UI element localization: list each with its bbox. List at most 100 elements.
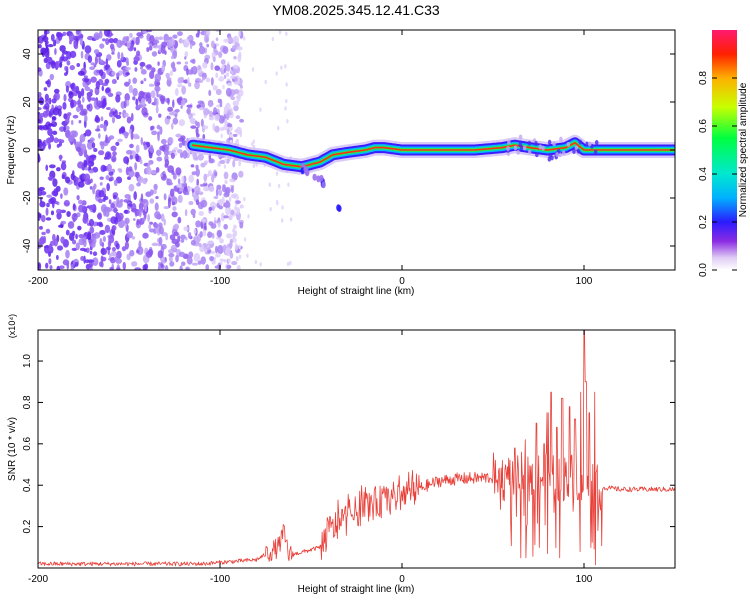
noise-blob [68, 33, 75, 42]
noise-blob [132, 77, 138, 84]
noise-blob [90, 242, 96, 248]
noise-blob [167, 199, 171, 208]
noise-blob [49, 164, 56, 169]
noise-blob [70, 120, 74, 126]
noise-blob [232, 89, 240, 95]
noise-blob [229, 75, 237, 79]
noise-blob [60, 236, 65, 244]
noise-blob [159, 126, 163, 135]
noise-blob [78, 204, 85, 213]
noise-blob [136, 249, 140, 254]
noise-blob [102, 236, 106, 243]
noise-blob [133, 56, 140, 62]
noise-blob [197, 79, 204, 84]
turbulence-blob [585, 141, 589, 147]
noise-blob [192, 152, 198, 161]
noise-blob [184, 209, 188, 217]
noise-blob [214, 30, 221, 33]
noise-blob [103, 156, 108, 160]
noise-blob [220, 70, 225, 75]
noise-blob [38, 153, 41, 163]
snr-series-line [38, 330, 675, 567]
noise-blob [104, 78, 110, 84]
noise-blob [76, 62, 81, 67]
noise-blob [115, 94, 121, 103]
turbulence-blob [516, 149, 520, 155]
noise-blob [124, 81, 130, 87]
noise-blob [178, 38, 183, 44]
noise-blob [73, 138, 77, 145]
noise-blob [143, 112, 149, 116]
noise-blob [208, 157, 214, 164]
noise-blob [200, 256, 206, 265]
noise-blob [280, 65, 283, 70]
noise-blob [177, 178, 181, 185]
noise-blob [287, 182, 290, 187]
noise-blob [49, 73, 55, 81]
noise-blob [166, 77, 172, 81]
noise-blob [173, 231, 179, 237]
noise-blob [65, 249, 70, 259]
noise-blob [224, 38, 228, 44]
branch-blob [321, 181, 326, 189]
noise-blob [174, 113, 178, 118]
noise-blob [233, 238, 237, 244]
noise-blob [55, 254, 59, 260]
branch-blob [312, 173, 317, 181]
noise-blob [284, 64, 287, 69]
noise-blob [93, 232, 101, 239]
noise-blob [89, 266, 93, 270]
noise-blob [139, 159, 143, 165]
noise-blob [205, 186, 209, 192]
noise-blob [171, 170, 175, 175]
noise-blob [83, 78, 89, 83]
noise-blob [70, 99, 75, 109]
spectrogram-y-axis-label: Frequency (Hz) [6, 116, 17, 185]
noise-blob [277, 183, 281, 189]
noise-blob [212, 56, 216, 63]
snr-background [38, 330, 675, 568]
noise-blob [103, 206, 110, 212]
noise-blob [197, 30, 200, 36]
turbulence-blob [559, 136, 563, 142]
noise-blob [210, 77, 214, 86]
noise-blob [164, 158, 170, 167]
noise-blob [233, 105, 239, 112]
noise-blob [48, 258, 52, 265]
noise-blob [126, 116, 132, 124]
noise-blob [143, 77, 147, 82]
noise-blob [223, 171, 229, 180]
noise-blob [61, 56, 69, 62]
noise-blob [110, 256, 116, 264]
noise-blob [51, 98, 57, 104]
noise-blob [235, 200, 241, 204]
noise-blob [243, 36, 246, 41]
noise-blob [111, 71, 116, 76]
noise-blob [127, 205, 130, 210]
noise-blob [87, 155, 95, 164]
noise-blob [154, 223, 159, 229]
noise-blob [130, 131, 134, 140]
noise-blob [63, 187, 69, 196]
noise-blob [53, 188, 59, 197]
noise-blob [144, 202, 147, 212]
noise-blob [122, 261, 127, 270]
noise-blob [233, 80, 240, 85]
noise-blob [93, 99, 98, 109]
y-tick-label: 40 [22, 48, 33, 60]
noise-blob [49, 196, 57, 204]
noise-blob [63, 94, 67, 102]
noise-blob [207, 240, 214, 245]
noise-blob [289, 260, 292, 266]
snr-y-axis-label: SNR (10 * v/v) [7, 417, 18, 481]
noise-blob [45, 228, 51, 234]
noise-blob [185, 236, 188, 241]
noise-blob [223, 110, 228, 115]
noise-blob [38, 97, 45, 106]
noise-blob [59, 154, 62, 162]
noise-blob [100, 248, 108, 256]
noise-blob [148, 116, 153, 121]
turbulence-blob [593, 149, 598, 155]
noise-blob [111, 51, 115, 55]
